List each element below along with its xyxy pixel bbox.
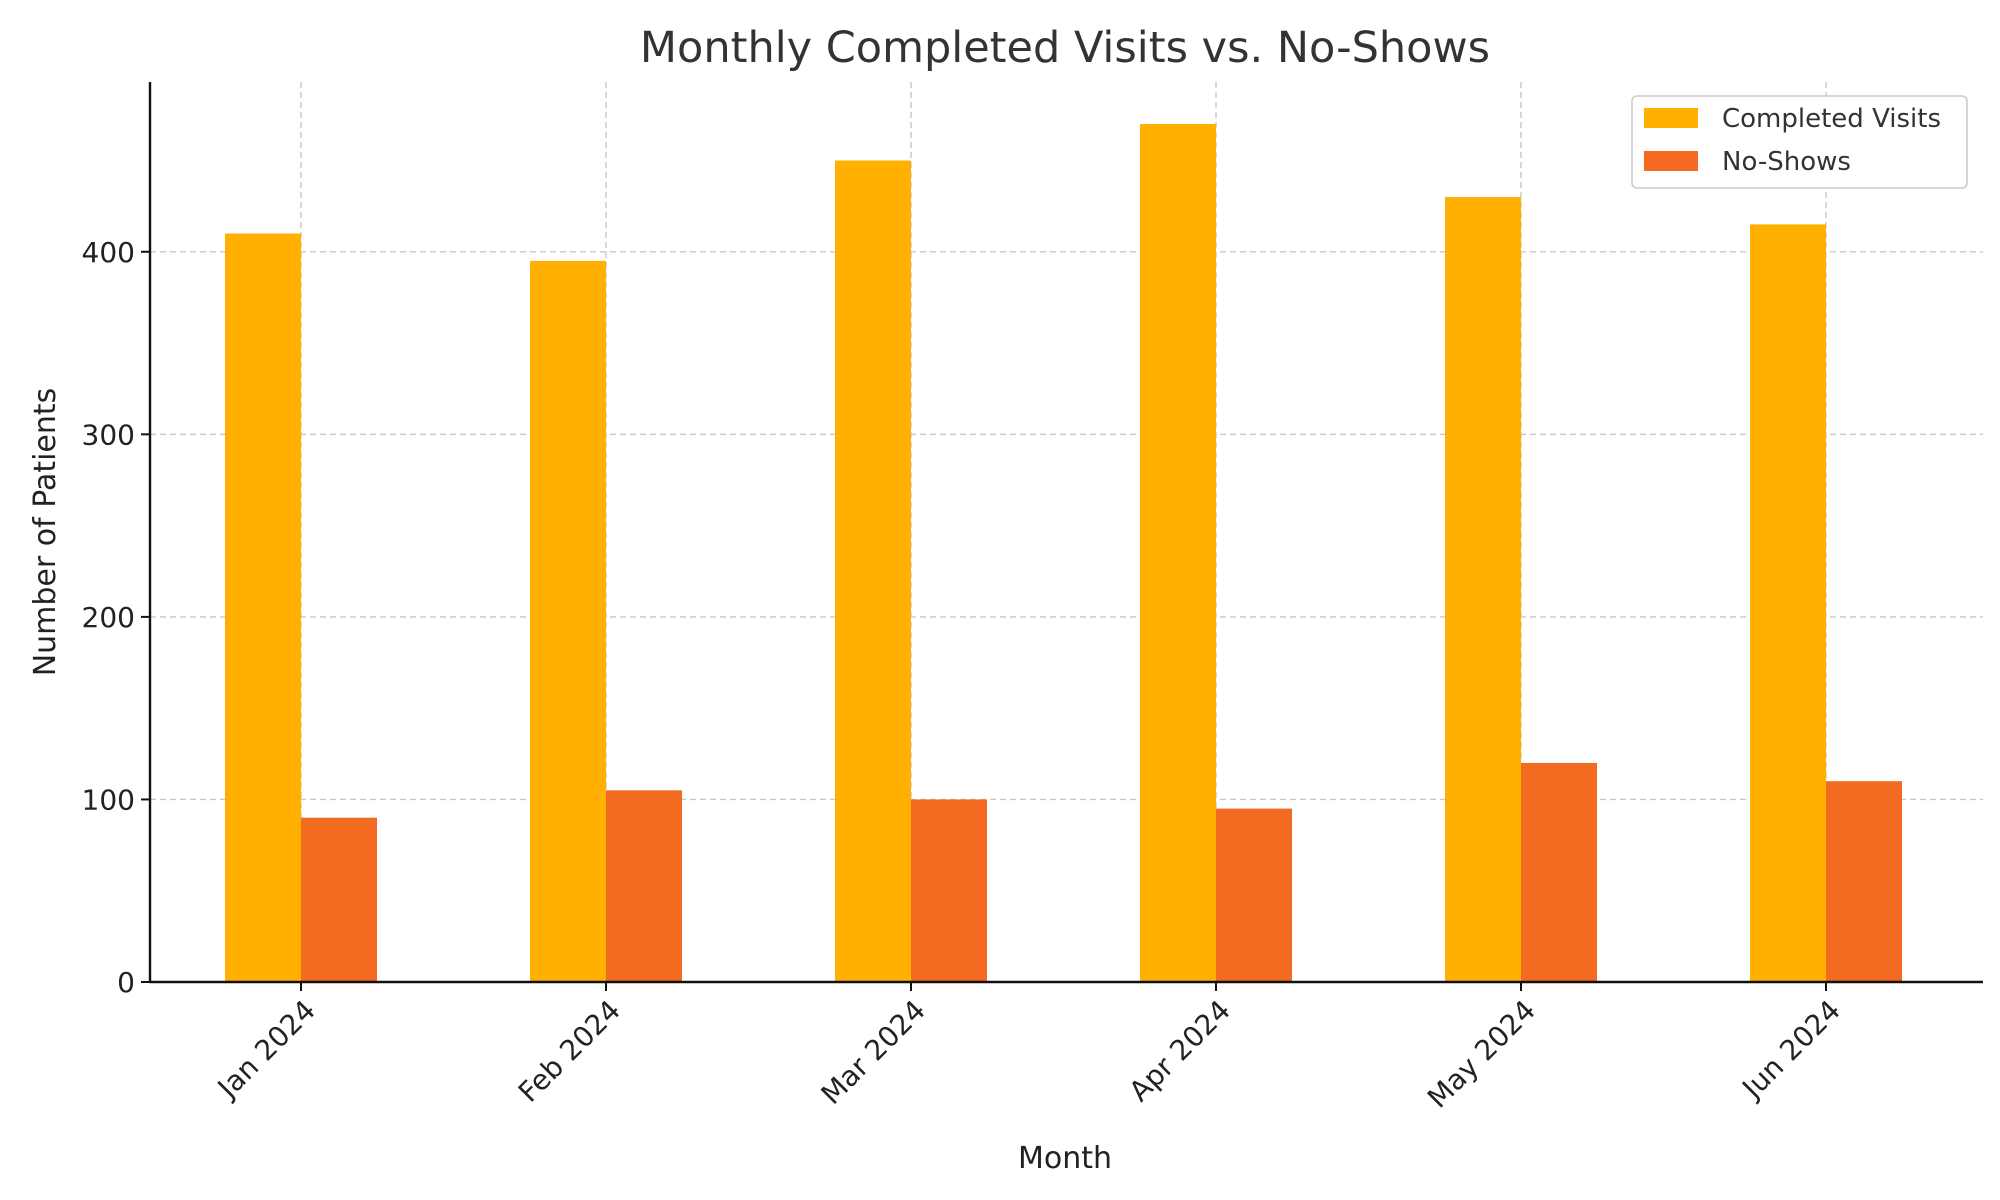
x-tick-label: Jun 2024: [1735, 994, 1847, 1106]
legend-frame: [1631, 95, 1968, 189]
x-ticks: Jan 2024 Feb 2024 Mar 2024 Apr 2024 May 2024…: [210, 982, 1847, 1115]
bar-completed-visits-jan-2024: [225, 233, 301, 982]
y-grid: [150, 251, 1983, 801]
y-ticks: 0 100 200 300 400: [82, 236, 150, 999]
bar-no-shows-jun-2024: [1826, 781, 1902, 982]
y-tick-label: 100: [82, 783, 135, 816]
bar-no-shows-feb-2024: [606, 790, 682, 982]
y-tick-label: 0: [117, 966, 135, 999]
bar-no-shows-may-2024: [1521, 762, 1597, 982]
bar-completed-visits-feb-2024: [530, 260, 606, 982]
axes: [148, 82, 1983, 984]
legend: Completed Visits No-Shows: [1631, 95, 1968, 189]
x-tick-label: May 2024: [1421, 994, 1542, 1115]
legend-swatch-no-shows: [1644, 151, 1698, 171]
bars-group: [225, 123, 1902, 983]
x-grid: [300, 82, 1827, 982]
y-tick-label: 300: [82, 418, 135, 451]
bar-no-shows-jan-2024: [301, 817, 377, 982]
x-axis-label: Month: [1018, 1141, 1112, 1176]
bar-completed-visits-mar-2024: [835, 160, 911, 982]
x-tick-label: Mar 2024: [815, 994, 932, 1111]
x-tick-label: Apr 2024: [1123, 994, 1237, 1108]
legend-label-completed-visits: Completed Visits: [1722, 104, 1941, 134]
bar-completed-visits-apr-2024: [1140, 123, 1216, 982]
legend-swatch-completed-visits: [1644, 108, 1698, 128]
bar-no-shows-apr-2024: [1216, 808, 1292, 982]
y-tick-label: 200: [82, 601, 135, 634]
chart-title: Monthly Completed Visits vs. No-Shows: [640, 23, 1490, 73]
x-tick-label: Jan 2024: [210, 994, 322, 1106]
y-axis-label: Number of Patients: [28, 388, 63, 677]
y-tick-label: 400: [82, 236, 135, 269]
bar-completed-visits-jun-2024: [1750, 224, 1826, 983]
bar-completed-visits-may-2024: [1445, 197, 1521, 983]
x-tick-label: Feb 2024: [512, 994, 627, 1109]
bar-no-shows-mar-2024: [911, 799, 987, 982]
legend-label-no-shows: No-Shows: [1722, 147, 1851, 177]
